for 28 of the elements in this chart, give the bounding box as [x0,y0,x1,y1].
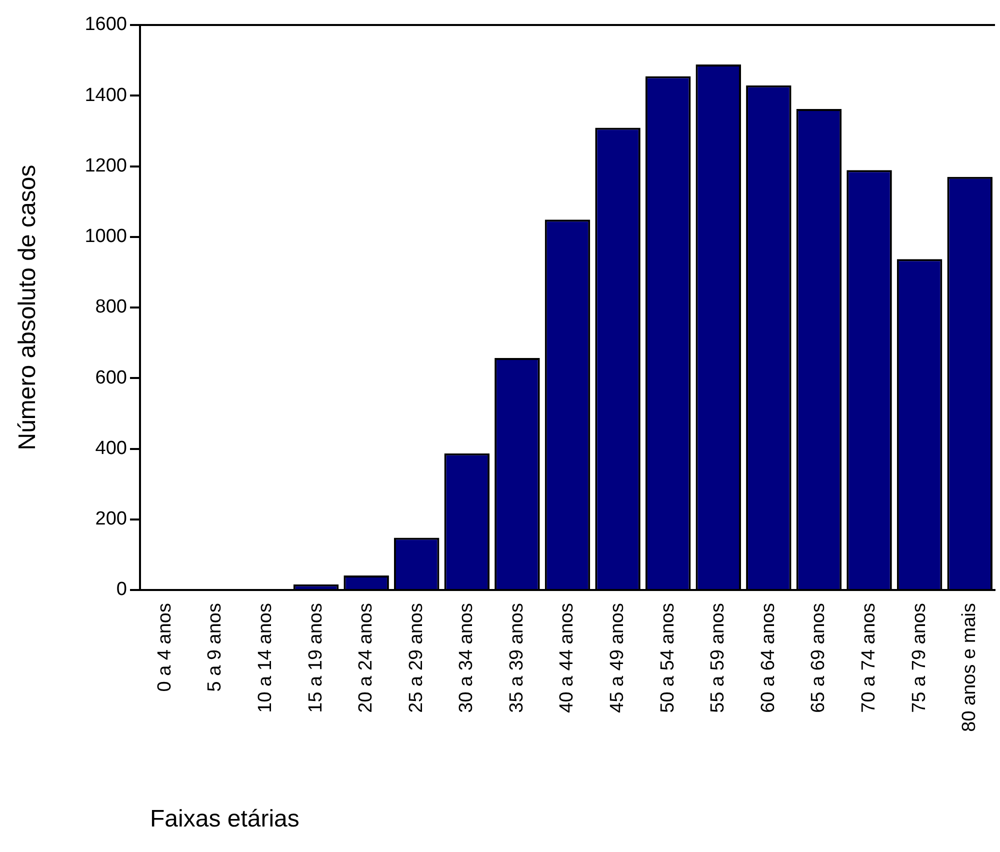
x-tick-label: 35 a 39 anos [506,603,528,713]
x-tick-label: 25 a 29 anos [406,603,427,713]
x-tick-label: 15 a 19 anos [305,603,326,713]
x-tick-label: 40 a 44 anos [556,603,578,713]
x-tick-label: 20 a 24 anos [356,603,377,713]
y-tick-label: 0 [116,579,127,600]
x-tick-label: 10 a 14 anos [254,603,276,713]
x-tick-label: 0 a 4 anos [154,603,176,692]
y-tick-label: 400 [95,438,127,459]
x-tick-label: 5 a 9 anos [204,603,226,692]
x-tick-label: 80 anos e mais [959,603,980,732]
y-axis-title: Número absoluto de casos [14,164,42,450]
x-axis-title: Faixas etárias [150,806,300,833]
x-tick-label: 70 a 74 anos [858,603,880,713]
y-tick-label: 1200 [84,155,127,176]
x-tick-label: 30 a 34 anos [456,603,478,713]
y-tick-label: 600 [95,367,127,388]
x-tick-label: 50 a 54 anos [657,603,678,713]
x-tick-label: 60 a 64 anos [758,603,779,713]
x-tick-label: 75 a 79 anos [908,603,930,713]
x-tick-label: 65 a 69 anos [808,603,830,713]
y-tick-label: 800 [95,296,127,318]
x-tick-label: 45 a 49 anos [607,603,628,713]
x-tick-label: 55 a 59 anos [708,603,729,713]
y-tick-label: 1400 [84,84,127,106]
y-tick-label: 200 [95,508,127,530]
y-tick-label: 1000 [84,226,127,248]
y-tick-label: 1600 [84,14,127,36]
